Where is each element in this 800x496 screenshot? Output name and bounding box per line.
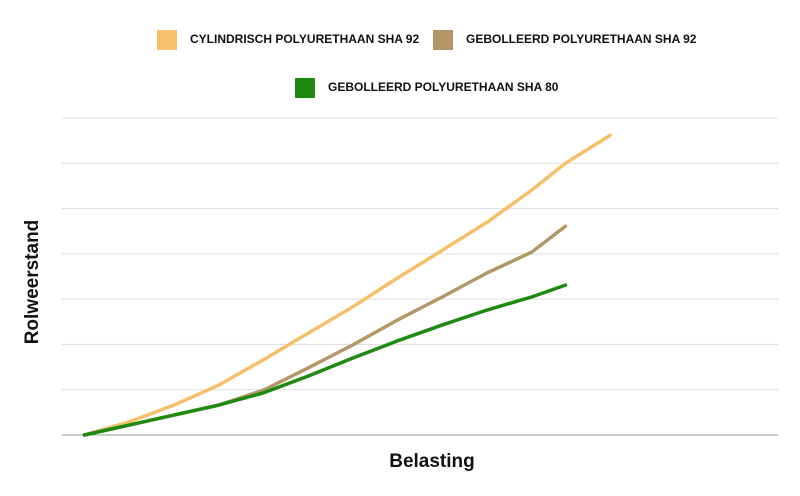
legend-label: GEBOLLEERD POLYURETHAAN SHA 92 — [466, 32, 697, 46]
line-series — [82, 224, 568, 437]
x-axis-title: Belasting — [389, 451, 475, 472]
legend-swatch — [433, 30, 453, 50]
y-axis-title: Rolweerstand — [22, 220, 43, 345]
legend-swatch — [157, 30, 177, 50]
legend-label: GEBOLLEERD POLYURETHAAN SHA 80 — [328, 80, 559, 94]
line-series — [82, 133, 612, 437]
legend-swatch — [295, 78, 315, 98]
line-series — [82, 283, 568, 437]
legend-label: CYLINDRISCH POLYURETHAAN SHA 92 — [190, 32, 419, 46]
